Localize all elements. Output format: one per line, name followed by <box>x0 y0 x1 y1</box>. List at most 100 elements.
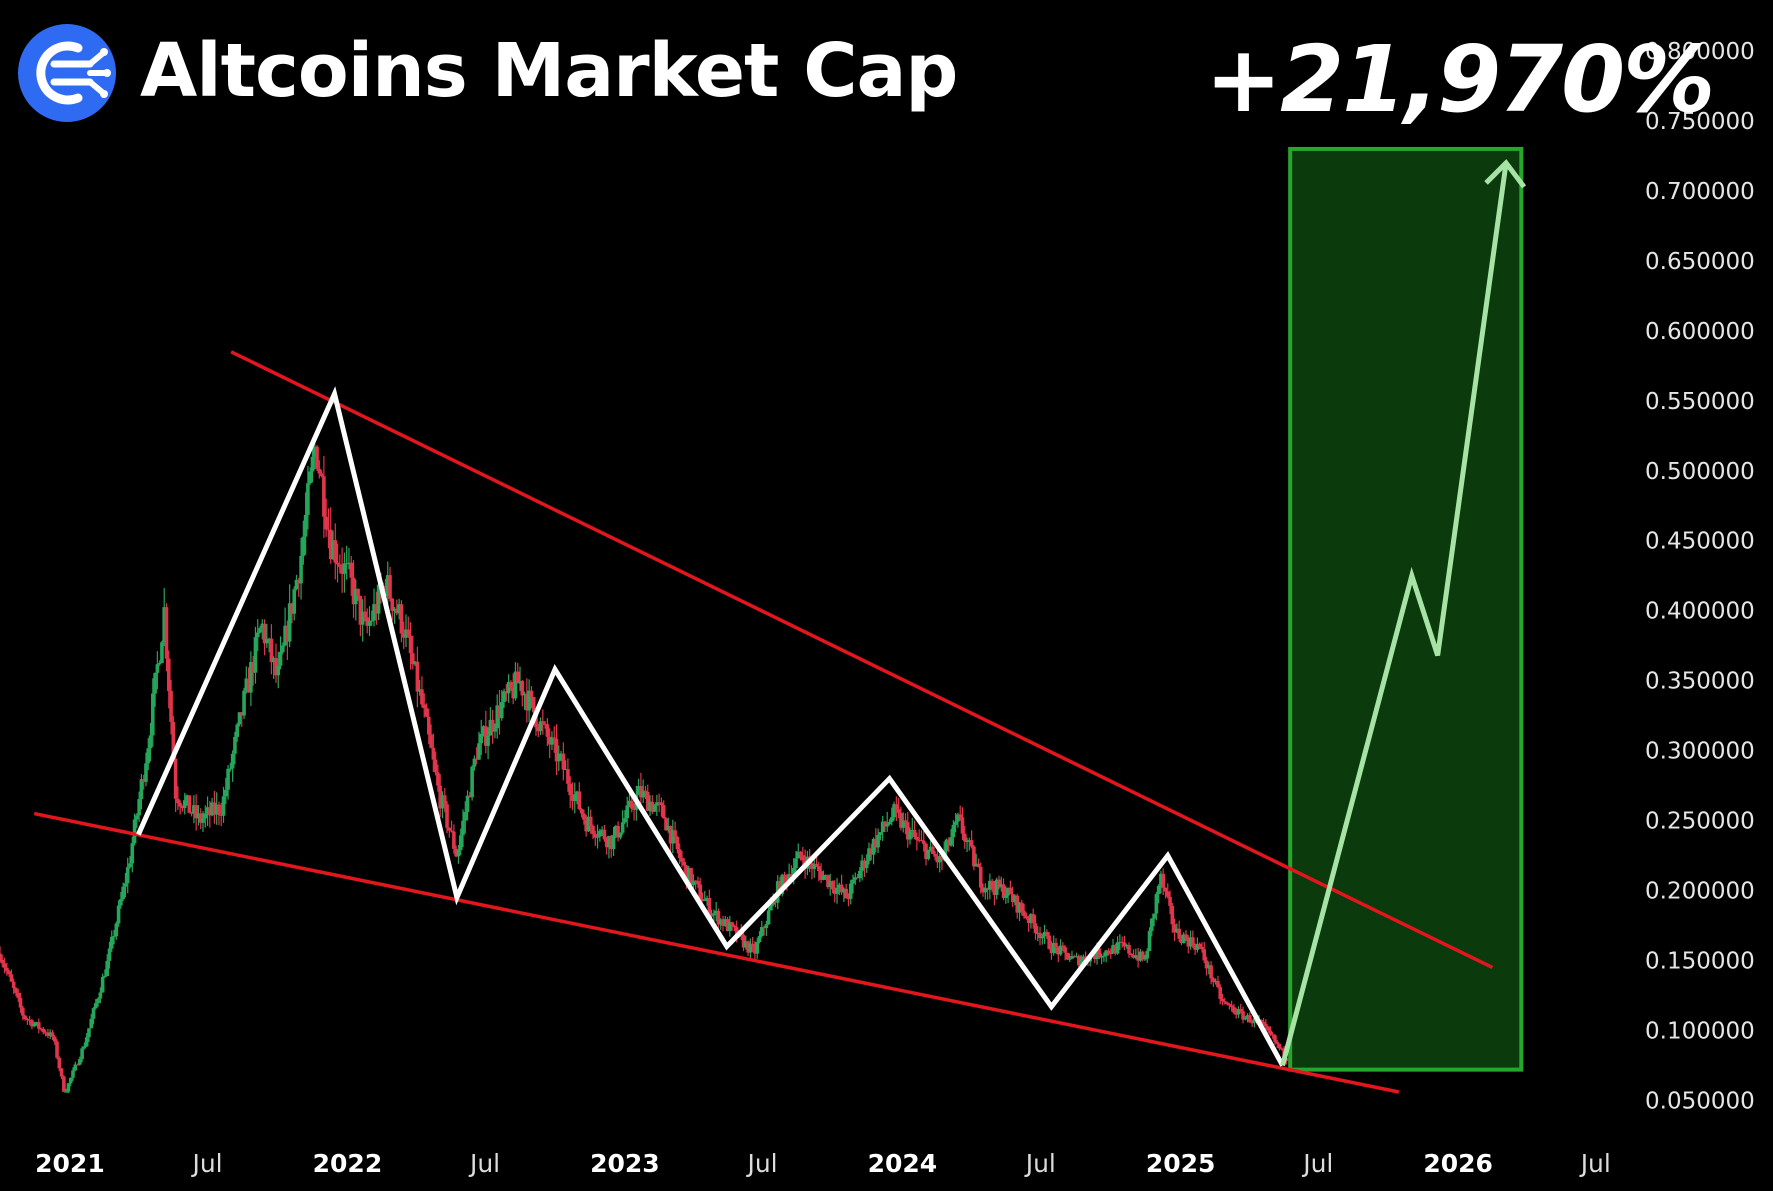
candle <box>372 588 376 627</box>
candle <box>1140 950 1145 962</box>
candle-body <box>826 875 830 887</box>
candle <box>1019 899 1024 916</box>
candle-body <box>59 1068 64 1077</box>
candle-body <box>773 897 778 903</box>
candle <box>1207 961 1211 975</box>
candle <box>575 790 579 805</box>
candle <box>691 874 696 890</box>
candle <box>1143 954 1147 962</box>
candle-body <box>1022 911 1026 917</box>
candle <box>73 1061 78 1072</box>
candle <box>55 1039 59 1060</box>
candle <box>1191 930 1195 949</box>
candle-body <box>308 471 312 484</box>
candle <box>461 809 465 848</box>
candle-body <box>201 818 205 823</box>
candle <box>317 460 322 479</box>
candle-body <box>563 769 568 771</box>
candle-body <box>452 831 456 849</box>
candle <box>1120 936 1124 948</box>
candle <box>253 626 258 684</box>
candle <box>436 764 440 792</box>
candle-body <box>981 887 985 893</box>
candle-body <box>764 924 769 929</box>
candle <box>52 1034 57 1045</box>
candle-body <box>693 880 698 882</box>
candle <box>983 883 988 900</box>
candle <box>324 498 328 537</box>
candle-body <box>292 589 297 614</box>
candle-body <box>363 611 367 618</box>
candle-body <box>242 690 246 716</box>
candle-body <box>66 1083 71 1092</box>
candle <box>180 805 185 812</box>
candle-body <box>1220 998 1225 1002</box>
candle <box>388 566 392 602</box>
candle-body <box>547 736 552 745</box>
candle-body <box>244 678 249 691</box>
candle-body <box>406 629 411 636</box>
candle <box>198 808 203 830</box>
candle-body <box>34 1022 39 1024</box>
candle <box>283 607 287 647</box>
candle <box>153 672 157 707</box>
candle-body <box>901 820 905 828</box>
candle-body <box>919 839 924 841</box>
candle-body <box>205 807 210 814</box>
candle <box>178 800 182 815</box>
candle-body <box>41 1028 46 1033</box>
candle-body <box>233 736 237 754</box>
candle-body <box>449 830 454 832</box>
candle <box>223 777 228 805</box>
candle <box>522 691 527 710</box>
candle <box>832 880 837 903</box>
candle-body <box>68 1077 73 1084</box>
candle-body <box>609 836 614 850</box>
candle <box>281 642 285 655</box>
candle <box>196 804 201 826</box>
candle-body <box>983 887 988 893</box>
candle-body <box>595 836 600 838</box>
candle <box>1010 886 1015 907</box>
candle-body <box>712 913 716 916</box>
candle-body <box>611 835 616 850</box>
candle <box>11 978 16 995</box>
candle <box>385 561 390 605</box>
candle <box>1054 938 1058 954</box>
candle-body <box>100 976 105 993</box>
candle-body <box>46 1033 50 1036</box>
candle <box>595 824 600 849</box>
candle <box>278 636 283 670</box>
candle <box>1149 918 1154 937</box>
candle <box>214 792 219 825</box>
candle <box>1077 954 1081 968</box>
candle <box>189 811 194 817</box>
candle <box>239 711 244 727</box>
candle-body <box>689 868 693 885</box>
candle <box>46 1028 50 1039</box>
candle <box>78 1056 82 1066</box>
y-tick-label: 0.600000 <box>1645 319 1755 345</box>
candle-body <box>910 829 915 832</box>
candle <box>1056 946 1061 963</box>
candle-body <box>1122 942 1127 947</box>
candle-body <box>347 562 351 564</box>
candle-body <box>470 766 474 798</box>
candle <box>894 796 899 821</box>
candle <box>0 946 2 963</box>
candle <box>905 811 910 848</box>
candle-body <box>367 620 372 626</box>
candle <box>1042 924 1047 944</box>
candle-body <box>1266 1026 1270 1031</box>
candle-body <box>192 805 196 814</box>
candle-body <box>887 821 892 825</box>
candle-body <box>716 910 721 925</box>
candle <box>80 1046 84 1063</box>
candle-body <box>1140 951 1145 960</box>
candle-body <box>125 867 130 884</box>
candle <box>541 709 545 735</box>
candle <box>109 930 114 952</box>
candle-body <box>652 805 657 812</box>
candle <box>668 825 673 852</box>
candle <box>308 467 312 485</box>
